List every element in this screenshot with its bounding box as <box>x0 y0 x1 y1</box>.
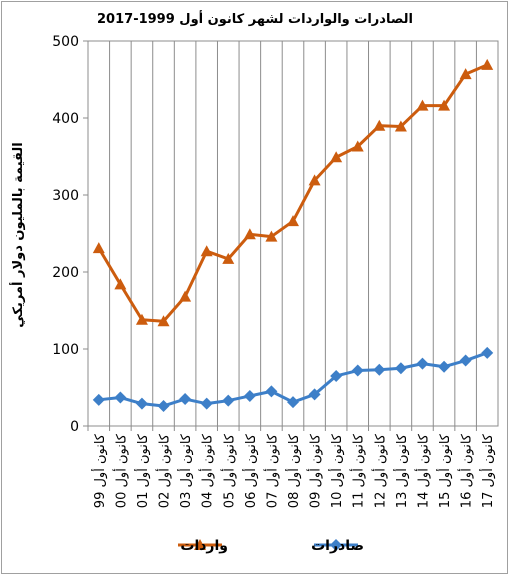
y-tick-label: 0 <box>70 419 79 435</box>
diamond-marker <box>330 369 343 382</box>
triangle-marker <box>194 539 206 550</box>
diamond-marker <box>135 397 148 410</box>
triangle-marker <box>265 230 278 242</box>
plot-area-border <box>87 40 499 427</box>
x-tick-label: كانون أول 12 <box>371 433 388 508</box>
triangle-marker <box>481 58 494 70</box>
x-tick-label: كانون أول 00 <box>112 433 129 508</box>
diamond-marker <box>438 360 451 373</box>
diamond-marker <box>92 393 105 406</box>
triangle-marker <box>92 242 105 254</box>
diamond-marker <box>481 346 494 359</box>
x-tick-label: كانون أول 10 <box>328 433 345 508</box>
diamond-marker <box>243 389 256 402</box>
triangle-marker <box>351 140 364 152</box>
series-layer <box>92 58 494 412</box>
diamond-marker <box>200 397 213 410</box>
x-tick-label: كانون أول 01 <box>134 433 151 508</box>
x-tick-label: كانون أول 99 <box>91 433 108 508</box>
triangle-marker <box>287 215 299 227</box>
series-exports <box>92 346 494 412</box>
diamond-marker <box>394 362 407 375</box>
triangle-marker <box>243 228 256 240</box>
diamond-marker <box>265 385 278 398</box>
x-tick-label: كانون أول 17 <box>479 433 496 508</box>
triangle-marker <box>330 151 343 163</box>
y-axis-label: القيمة بالمليون دولار أمريكي <box>9 142 26 328</box>
x-tick-label: كانون أول 15 <box>436 433 453 508</box>
x-tick-label: كانون أول 16 <box>458 433 475 508</box>
x-tick-label: كانون أول 14 <box>414 433 431 508</box>
triangle-marker <box>438 99 451 111</box>
triangle-marker <box>200 245 213 257</box>
diamond-marker <box>222 394 235 407</box>
x-tick-label: كانون أول 02 <box>156 433 173 508</box>
triangle-marker <box>394 120 407 132</box>
diamond-marker <box>287 396 299 409</box>
triangle-marker <box>459 68 472 80</box>
triangle-marker <box>222 252 235 264</box>
grid-lines <box>87 40 499 427</box>
x-tick-label: كانون أول 05 <box>220 433 237 508</box>
y-tick-label: 200 <box>52 265 79 281</box>
y-tick-label: 400 <box>52 111 79 127</box>
diamond-marker <box>459 354 472 367</box>
legend-label: صادرات <box>311 538 364 554</box>
x-tick-label: كانون أول 09 <box>307 433 324 508</box>
triangle-marker <box>373 119 386 131</box>
x-tick-label: كانون أول 07 <box>263 433 280 508</box>
triangle-marker <box>135 313 148 325</box>
legend-item: صادرات <box>311 538 364 554</box>
x-tick-label: كانون أول 13 <box>393 433 410 508</box>
series-imports <box>92 58 494 327</box>
x-tick-label: كانون أول 04 <box>199 433 216 508</box>
triangle-marker <box>157 315 170 327</box>
x-tick-label: كانون أول 11 <box>350 433 367 508</box>
y-tick-label: 500 <box>52 34 79 50</box>
diamond-marker <box>114 391 127 404</box>
legend-item: واردات <box>178 538 228 554</box>
y-tick-label: 100 <box>52 342 79 358</box>
diamond-marker <box>416 357 429 370</box>
x-tick-label: كانون أول 03 <box>177 433 194 508</box>
triangle-marker <box>308 174 321 186</box>
y-axis-ticks: 0 100 200 300 400 500 <box>52 34 88 435</box>
diamond-marker <box>373 363 386 376</box>
triangle-marker <box>179 290 192 302</box>
diamond-marker <box>179 393 192 406</box>
diamond-marker <box>351 364 364 377</box>
x-tick-label: كانون أول 08 <box>285 433 302 508</box>
diamond-marker <box>330 539 342 551</box>
y-tick-label: 300 <box>52 188 79 204</box>
legend-label: واردات <box>180 538 228 554</box>
diamond-marker <box>308 388 321 401</box>
legend: واردات صادرات <box>178 538 364 554</box>
diamond-marker <box>157 399 170 412</box>
series-line <box>97 63 488 323</box>
triangle-marker <box>114 278 127 290</box>
triangle-marker <box>416 99 429 111</box>
chart-title: الصادرات والواردات لشهر كانون أول 1999-2… <box>97 10 413 27</box>
x-tick-label: كانون أول 06 <box>242 433 259 508</box>
